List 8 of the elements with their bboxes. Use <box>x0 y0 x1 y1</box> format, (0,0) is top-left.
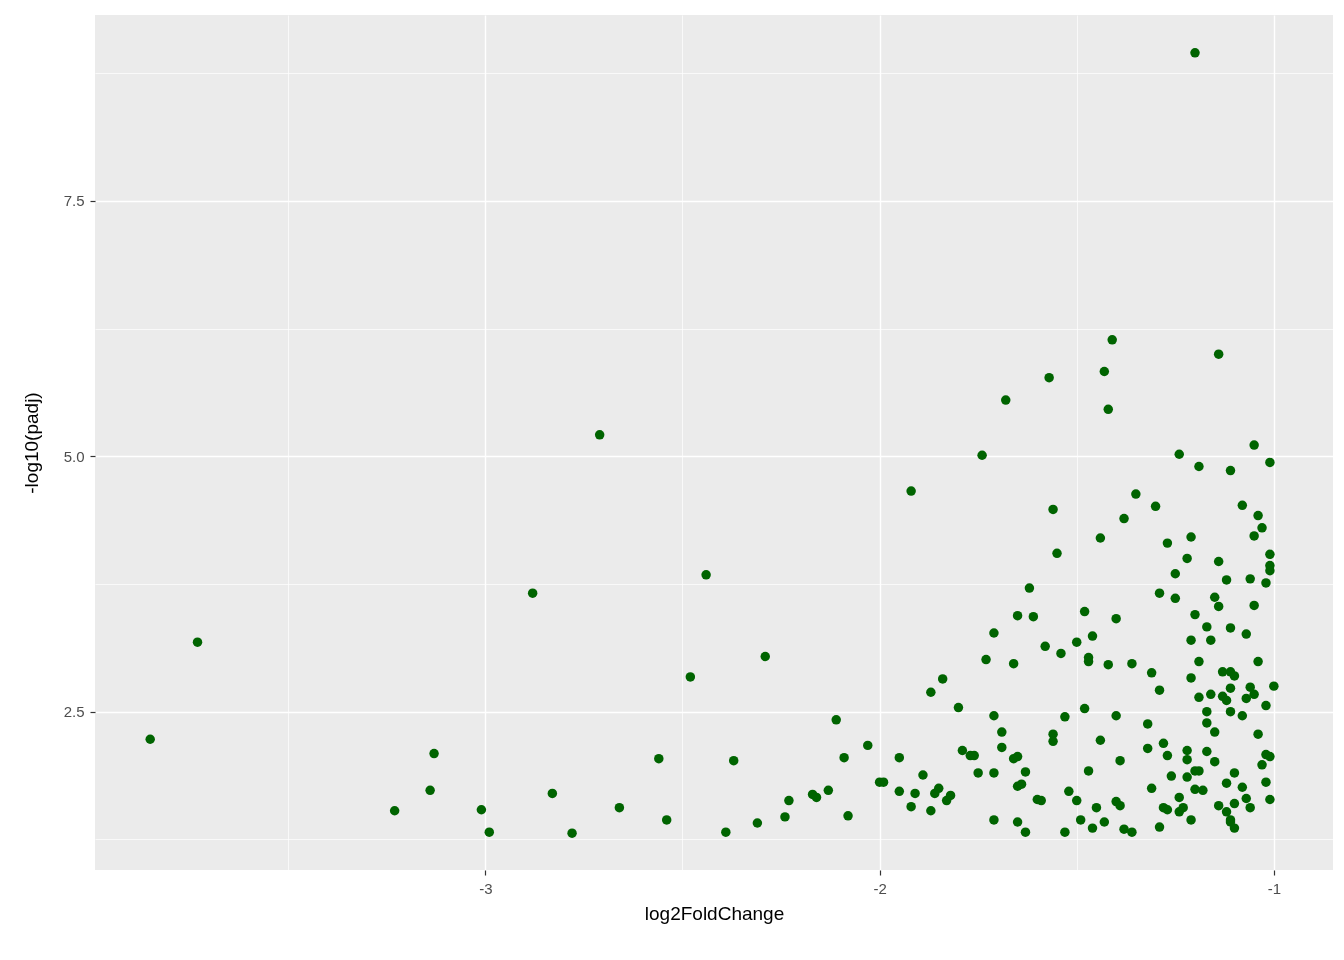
x-tick-label: -2 <box>873 879 887 897</box>
y-tick-label: 2.5 <box>63 703 85 721</box>
y-tick-label: 5.0 <box>63 447 85 465</box>
y-axis-title: -log10(padj) <box>20 392 42 494</box>
y-tick-label: 7.5 <box>63 192 85 210</box>
x-tick-label: -1 <box>1267 879 1282 897</box>
x-axis-title: log2FoldChange <box>644 902 785 924</box>
x-tick-label: -3 <box>479 879 493 897</box>
